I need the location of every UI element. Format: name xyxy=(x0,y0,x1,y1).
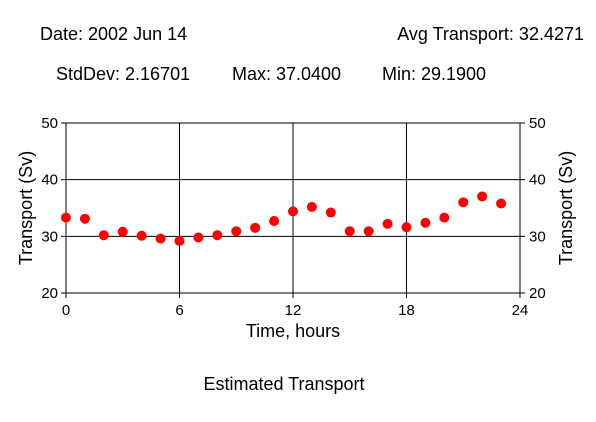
data-point xyxy=(61,212,71,223)
data-point xyxy=(117,226,128,237)
y-tick-label-left: 20 xyxy=(41,285,58,302)
x-axis-label: Time, hours xyxy=(246,321,340,341)
data-point xyxy=(363,226,374,237)
date-label: Date: 2002 Jun 14 xyxy=(40,24,188,44)
data-point xyxy=(325,207,336,218)
y-axis-label-right: Transport (Sv) xyxy=(556,151,576,265)
data-point xyxy=(382,218,393,229)
data-point xyxy=(193,232,204,243)
y-tick-label-right: 20 xyxy=(529,285,546,302)
data-point xyxy=(231,226,242,237)
data-point xyxy=(420,217,431,228)
y-tick-label-right: 40 xyxy=(529,172,546,189)
data-point xyxy=(155,233,166,244)
data-point xyxy=(98,230,109,241)
avg-transport-label: Avg Transport: 32.4271 xyxy=(397,24,584,44)
data-point xyxy=(439,212,450,223)
data-point xyxy=(496,198,507,209)
data-point xyxy=(458,197,469,208)
stddev-label: StdDev: 2.16701 xyxy=(56,64,191,84)
min-label: Min: 29.1900 xyxy=(382,64,487,84)
y-tick-label-right: 50 xyxy=(529,115,546,132)
chart-caption: Estimated Transport xyxy=(203,374,365,394)
y-tick-label-left: 50 xyxy=(41,115,58,132)
x-tick-label: 12 xyxy=(285,302,302,319)
x-tick-label: 6 xyxy=(175,302,183,319)
x-tick-label: 24 xyxy=(512,302,529,319)
data-series xyxy=(61,191,507,246)
data-point xyxy=(250,222,261,233)
y-tick-label-left: 40 xyxy=(41,172,58,189)
max-label: Max: 37.0400 xyxy=(232,64,342,84)
data-point xyxy=(269,216,280,227)
y-axis-label-left: Transport (Sv) xyxy=(16,151,36,265)
data-point xyxy=(401,222,412,233)
data-point xyxy=(79,213,90,224)
data-point xyxy=(344,226,355,237)
y-tick-label-right: 30 xyxy=(529,228,546,245)
x-tick-label: 18 xyxy=(398,302,415,319)
data-point xyxy=(136,230,147,241)
data-point xyxy=(306,201,317,212)
y-tick-label-left: 30 xyxy=(41,228,58,245)
x-tick-label: 0 xyxy=(62,302,70,319)
data-point xyxy=(174,235,185,246)
data-point xyxy=(212,230,223,241)
data-point xyxy=(477,191,488,202)
data-point xyxy=(288,206,298,217)
